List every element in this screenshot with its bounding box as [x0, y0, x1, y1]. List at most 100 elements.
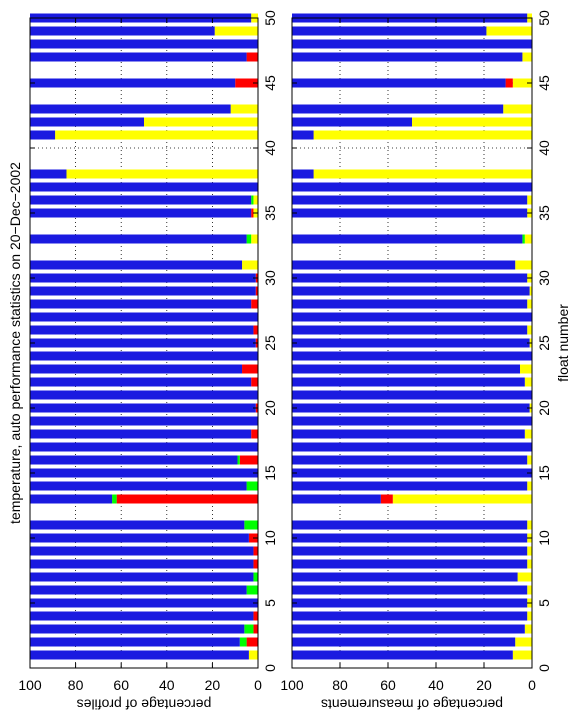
bar-segment	[520, 364, 532, 374]
bar-segment	[292, 273, 528, 283]
bar-segment	[30, 455, 238, 465]
bar-segment	[30, 598, 258, 608]
bar-segment	[522, 234, 525, 244]
bar-segment	[529, 286, 532, 296]
bar-segment	[30, 468, 258, 478]
bar-segment	[292, 494, 381, 504]
bar-segment	[527, 585, 532, 595]
bar-segment	[524, 377, 532, 387]
bar-segment	[292, 637, 516, 647]
bar-segment	[527, 559, 532, 569]
bar-segment	[527, 195, 532, 205]
bar-segment	[292, 104, 504, 114]
bar-segment	[30, 52, 247, 62]
bar-segment	[251, 195, 254, 205]
bar-segment	[292, 169, 314, 179]
x-tick-label: 40	[536, 140, 552, 156]
bar-segment	[30, 195, 252, 205]
x-tick-label: 30	[536, 270, 552, 286]
bar-segment	[30, 390, 258, 400]
y-tick-label: 40	[159, 677, 175, 693]
x-tick-label: 25	[262, 335, 278, 351]
x-tick-label: 25	[536, 335, 552, 351]
bar-segment	[30, 481, 247, 491]
bar-segment	[527, 546, 532, 556]
bar-segment	[292, 39, 532, 49]
bar-segment	[30, 377, 252, 387]
bar-segment	[251, 234, 258, 244]
bar-segment	[313, 130, 532, 140]
bar-segment	[292, 559, 528, 569]
bar-segment	[144, 117, 258, 127]
y-tick-label: 20	[205, 677, 221, 693]
bar-segment	[246, 585, 258, 595]
bar-segment	[30, 104, 231, 114]
bar-segment	[512, 650, 532, 660]
bar-segment	[30, 312, 258, 322]
bar-segment	[524, 624, 532, 634]
bar-segment	[292, 78, 506, 88]
x-tick-label: 50	[536, 10, 552, 26]
bar-segment	[527, 520, 532, 530]
bar-segment	[292, 481, 528, 491]
bar-segment	[486, 26, 532, 36]
bar-segment	[292, 377, 525, 387]
bar-segment	[30, 637, 240, 647]
y-tick-label: 100	[280, 677, 304, 693]
bar-segment	[292, 234, 523, 244]
y-tick-label: 0	[254, 677, 262, 693]
bar-segment	[30, 572, 254, 582]
x-tick-label: 10	[536, 530, 552, 546]
x-tick-label: 30	[262, 270, 278, 286]
bar-segment	[246, 637, 258, 647]
bar-segment	[292, 572, 518, 582]
bar-segment	[30, 624, 245, 634]
bar-segment	[30, 442, 258, 452]
bar-segment	[30, 182, 258, 192]
y-tick-label: 60	[113, 677, 129, 693]
bar-segment	[527, 481, 532, 491]
bar-segment	[246, 52, 258, 62]
bar-segment	[230, 104, 258, 114]
bar-segment	[246, 481, 258, 491]
bar-segment	[30, 611, 254, 621]
bar-segment	[292, 533, 528, 543]
y-axis-label: percentage of profiles	[77, 696, 212, 712]
bar-segment	[30, 325, 254, 335]
bar-segment	[30, 338, 256, 348]
bar-segment	[30, 39, 258, 49]
bar-segment	[253, 624, 258, 634]
x-tick-label: 45	[536, 75, 552, 91]
bar-segment	[246, 234, 252, 244]
bar-segment	[30, 533, 249, 543]
bar-segment	[244, 520, 258, 530]
bar-segment	[392, 494, 532, 504]
bar-segment	[292, 429, 525, 439]
y-tick-label: 100	[18, 677, 42, 693]
bar-segment	[30, 208, 252, 218]
bar-segment	[248, 650, 258, 660]
bar-segment	[292, 442, 532, 452]
bar-segment	[522, 52, 532, 62]
bar-segment	[30, 351, 258, 361]
bar-segment	[292, 182, 532, 192]
bar-segment	[292, 650, 513, 660]
bar-segment	[253, 546, 258, 556]
bar-segment	[524, 429, 532, 439]
bar-segment	[292, 390, 532, 400]
bar-segment	[292, 338, 530, 348]
bar-segment	[30, 585, 247, 595]
bar-segment	[292, 585, 528, 595]
x-tick-label: 0	[262, 664, 278, 672]
bar-segment	[253, 559, 258, 569]
bar-segment	[239, 455, 258, 465]
y-tick-label: 20	[476, 677, 492, 693]
bar-segment	[30, 234, 247, 244]
bar-segment	[292, 416, 532, 426]
bar-segment	[292, 130, 314, 140]
bar-segment	[30, 416, 258, 426]
bar-segment	[527, 325, 532, 335]
bar-segment	[292, 364, 520, 374]
bar-segment	[30, 130, 56, 140]
